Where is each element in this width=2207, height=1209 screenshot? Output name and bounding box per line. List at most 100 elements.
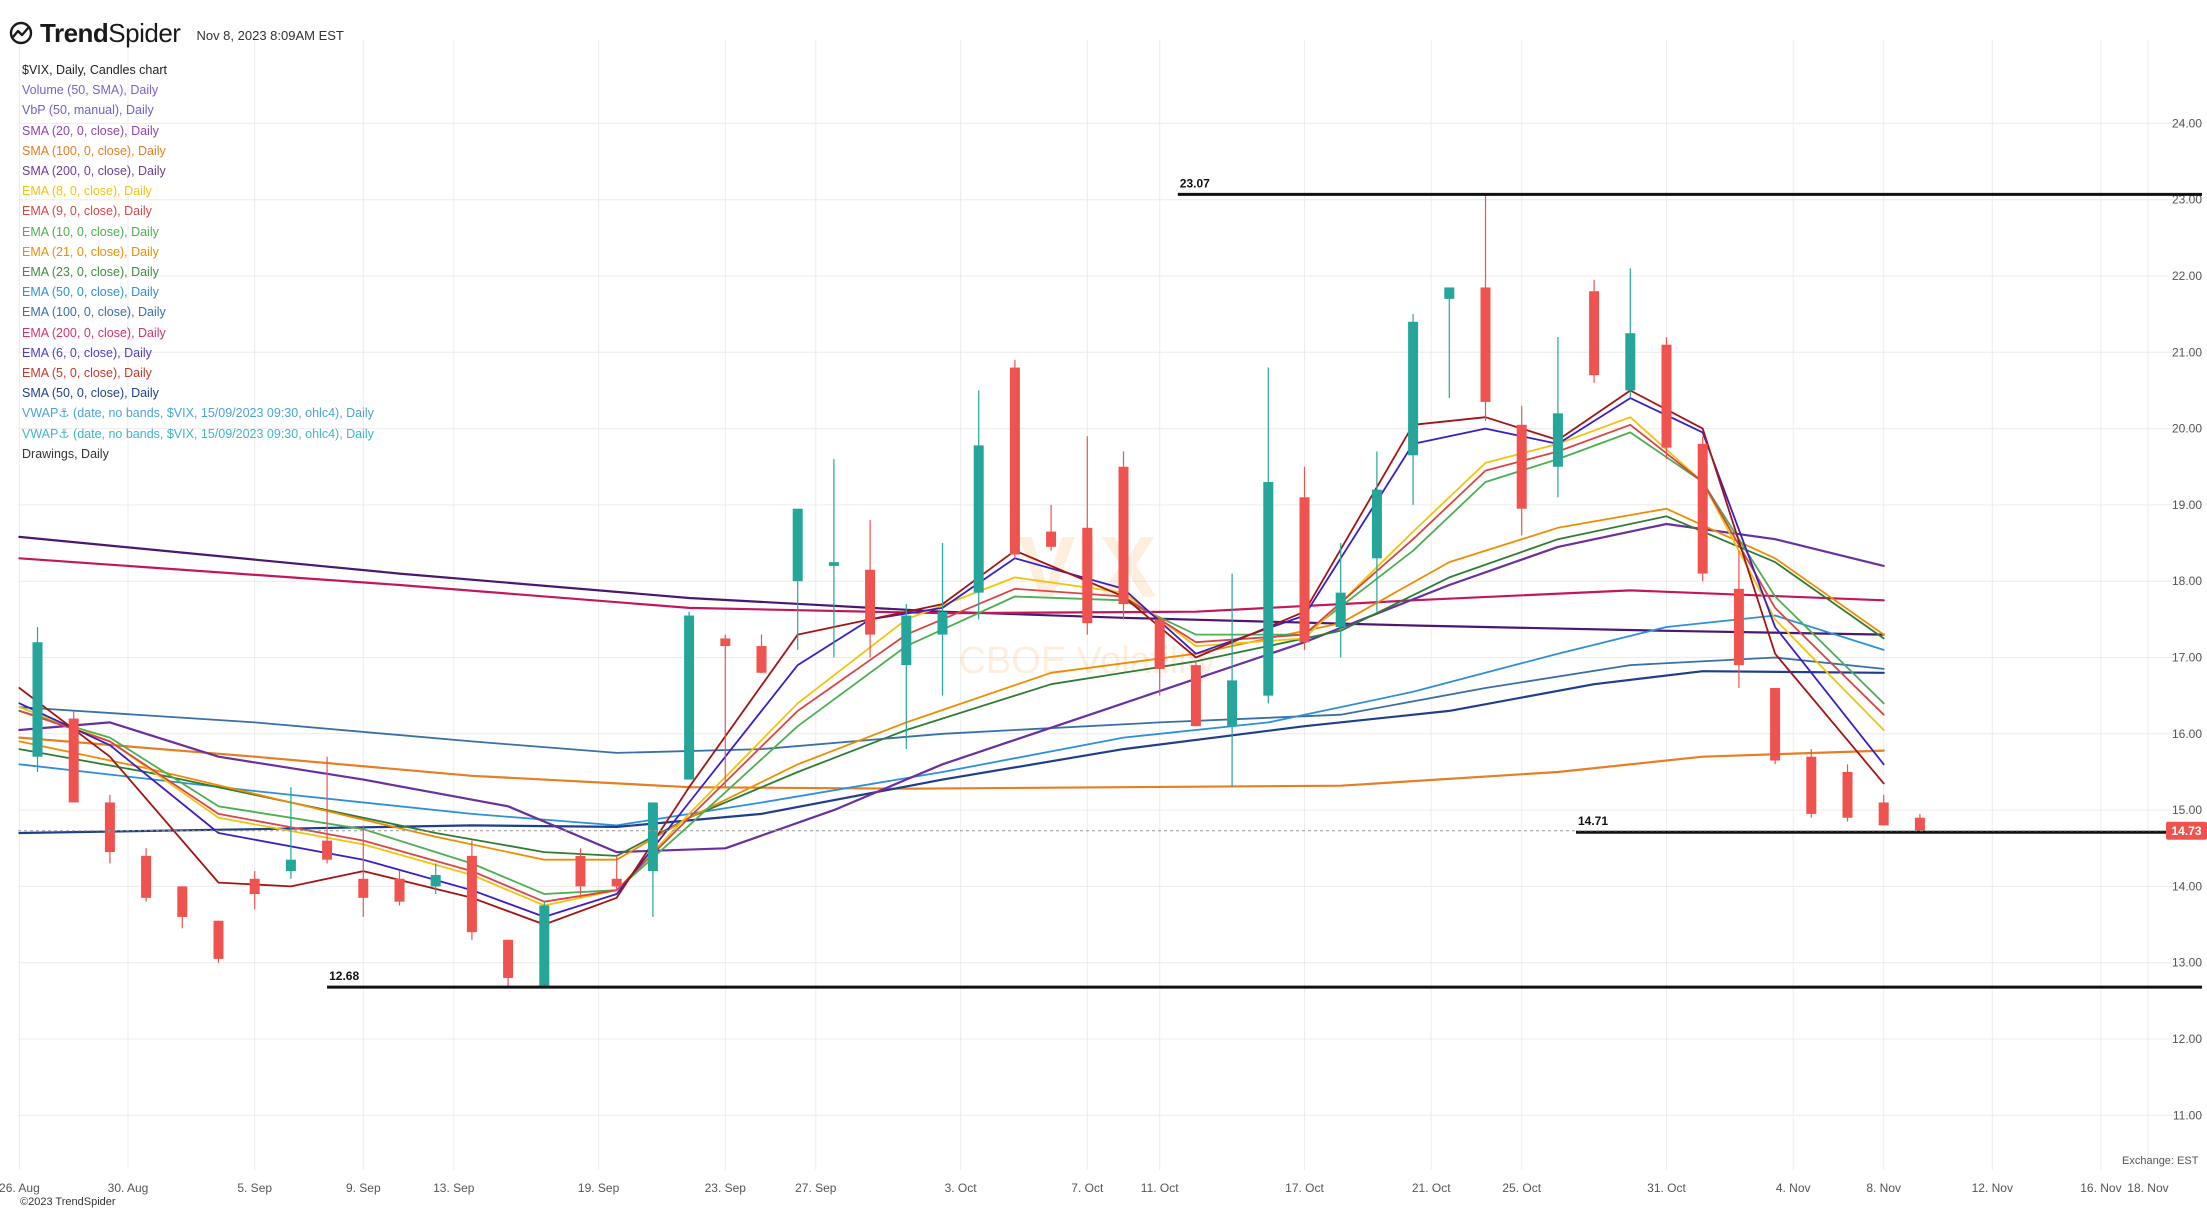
candle-body (285, 859, 296, 872)
legend-item[interactable]: SMA (50, 0, close), Daily (22, 386, 159, 401)
candle-body (32, 642, 43, 757)
trendspider-logo[interactable]: TrendSpider (8, 17, 181, 49)
candle-body (937, 611, 948, 635)
candle-body (647, 802, 658, 872)
candle-body (322, 840, 333, 860)
candle (1842, 764, 1853, 822)
x-tick-label: 8. Nov (1866, 1181, 1901, 1195)
y-tick-label: 13.00 (2172, 956, 2202, 970)
candle (177, 886, 188, 929)
candle-body (1335, 592, 1346, 627)
candle-body (684, 615, 695, 780)
candle (647, 802, 658, 917)
candle (937, 543, 948, 696)
series-line (18, 656, 1885, 754)
candle (1299, 466, 1310, 650)
x-tick-label: 25. Oct (1502, 1181, 1541, 1195)
candle (611, 855, 622, 891)
candle-body (1046, 531, 1057, 547)
candle (1190, 661, 1201, 727)
series-line (18, 423, 1885, 903)
legend-item[interactable]: Drawings, Daily (22, 446, 109, 461)
legend-item[interactable]: EMA (50, 0, close), Daily (22, 285, 159, 300)
candle-body (1299, 497, 1310, 643)
candle-body (1009, 367, 1020, 555)
logo-text-bold: Trend (40, 17, 109, 48)
x-tick-label: 11. Oct (1141, 1181, 1179, 1195)
candle (1878, 794, 1889, 826)
legend-item[interactable]: EMA (100, 0, close), Daily (22, 305, 166, 320)
app-header: TrendSpider Nov 8, 2023 8:09AM EST (8, 18, 344, 48)
candle (1697, 436, 1708, 582)
chart-title[interactable]: $VIX, Daily, Candles chart (22, 63, 167, 77)
candle (1263, 367, 1274, 704)
y-tick-label: 17.00 (2172, 651, 2202, 665)
candle-body (1371, 489, 1382, 559)
y-tick-label: 15.00 (2172, 803, 2202, 817)
legend-item[interactable]: VWAP⚓ (date, no bands, $VIX, 15/09/2023 … (22, 406, 374, 421)
candle (973, 390, 984, 620)
legend-item[interactable]: SMA (100, 0, close), Daily (22, 143, 166, 158)
legend-item[interactable]: EMA (23, 0, close), Daily (22, 265, 159, 280)
legend-item[interactable]: EMA (8, 0, close), Daily (22, 184, 152, 199)
legend-item[interactable]: SMA (20, 0, close), Daily (22, 123, 159, 138)
candle-body (1625, 333, 1636, 391)
candle (1589, 279, 1600, 383)
y-tick-label: 21.00 (2172, 345, 2202, 359)
candle (756, 634, 767, 673)
candle (322, 756, 333, 864)
candle (285, 787, 296, 879)
legend-item[interactable]: EMA (6, 0, close), Daily (22, 345, 152, 360)
legend-item[interactable]: EMA (5, 0, close), Daily (22, 366, 152, 381)
candle-body (1190, 665, 1201, 727)
candle-body (1770, 688, 1781, 761)
candle (503, 939, 514, 988)
legend-item[interactable]: EMA (200, 0, close), Daily (22, 325, 166, 340)
candle (684, 611, 695, 780)
legend-item[interactable]: SMA (200, 0, close), Daily (22, 164, 166, 179)
candle-body (720, 638, 731, 647)
candle (141, 848, 152, 902)
candle-body (430, 874, 441, 887)
candle-body (1118, 466, 1129, 605)
horizontal-levels: 23.07 14.71 12.68 (327, 176, 2202, 989)
x-tick-label: 17. Oct (1285, 1181, 1324, 1195)
candle (1806, 749, 1817, 818)
candle (394, 871, 405, 906)
y-axis: 11.00 12.00 13.00 14.00 15.00 16.00 17.00 18.00… (2172, 116, 2202, 1122)
candle (1046, 504, 1057, 551)
x-tick-label: 3. Oct (945, 1181, 978, 1195)
candle-body (68, 718, 79, 803)
candle (901, 604, 912, 750)
indicator-legend: $VIX, Daily, Candles chart Volume (50, S… (22, 60, 374, 464)
x-tick-label: 5. Sep (237, 1181, 272, 1195)
candle (865, 520, 876, 658)
candle (213, 920, 224, 963)
x-tick-label: 26. Aug (0, 1181, 40, 1195)
candle (1444, 287, 1455, 399)
series-line (18, 431, 1885, 895)
candle-body (358, 878, 369, 898)
legend-item[interactable]: VbP (50, manual), Daily (22, 103, 154, 118)
candle-body (575, 855, 586, 887)
legend-item[interactable]: EMA (21, 0, close), Daily (22, 244, 159, 259)
candle-body (213, 920, 224, 959)
spider-logo-icon (9, 21, 33, 45)
legend-item[interactable]: EMA (10, 0, close), Daily (22, 224, 159, 239)
level-label: 14.71 (1578, 814, 1608, 828)
legend-item[interactable]: VWAP⚓ (date, no bands, $VIX, 15/09/2023 … (22, 426, 374, 441)
legend-item[interactable]: Volume (50, SMA), Daily (22, 83, 159, 98)
candle (430, 863, 441, 895)
candle-body (1444, 287, 1455, 299)
y-tick-label: 11.00 (2173, 1108, 2202, 1122)
x-tick-label: 18. Nov (2127, 1181, 2168, 1195)
series-line (18, 416, 1885, 907)
level-label: 12.68 (329, 969, 359, 983)
candle-body (756, 646, 767, 673)
legend-item[interactable]: EMA (9, 0, close), Daily (22, 204, 152, 219)
y-tick-label: 24.00 (2172, 116, 2202, 130)
y-tick-label: 14.00 (2172, 879, 2202, 893)
series-line (18, 557, 1885, 615)
candle (1516, 405, 1527, 536)
